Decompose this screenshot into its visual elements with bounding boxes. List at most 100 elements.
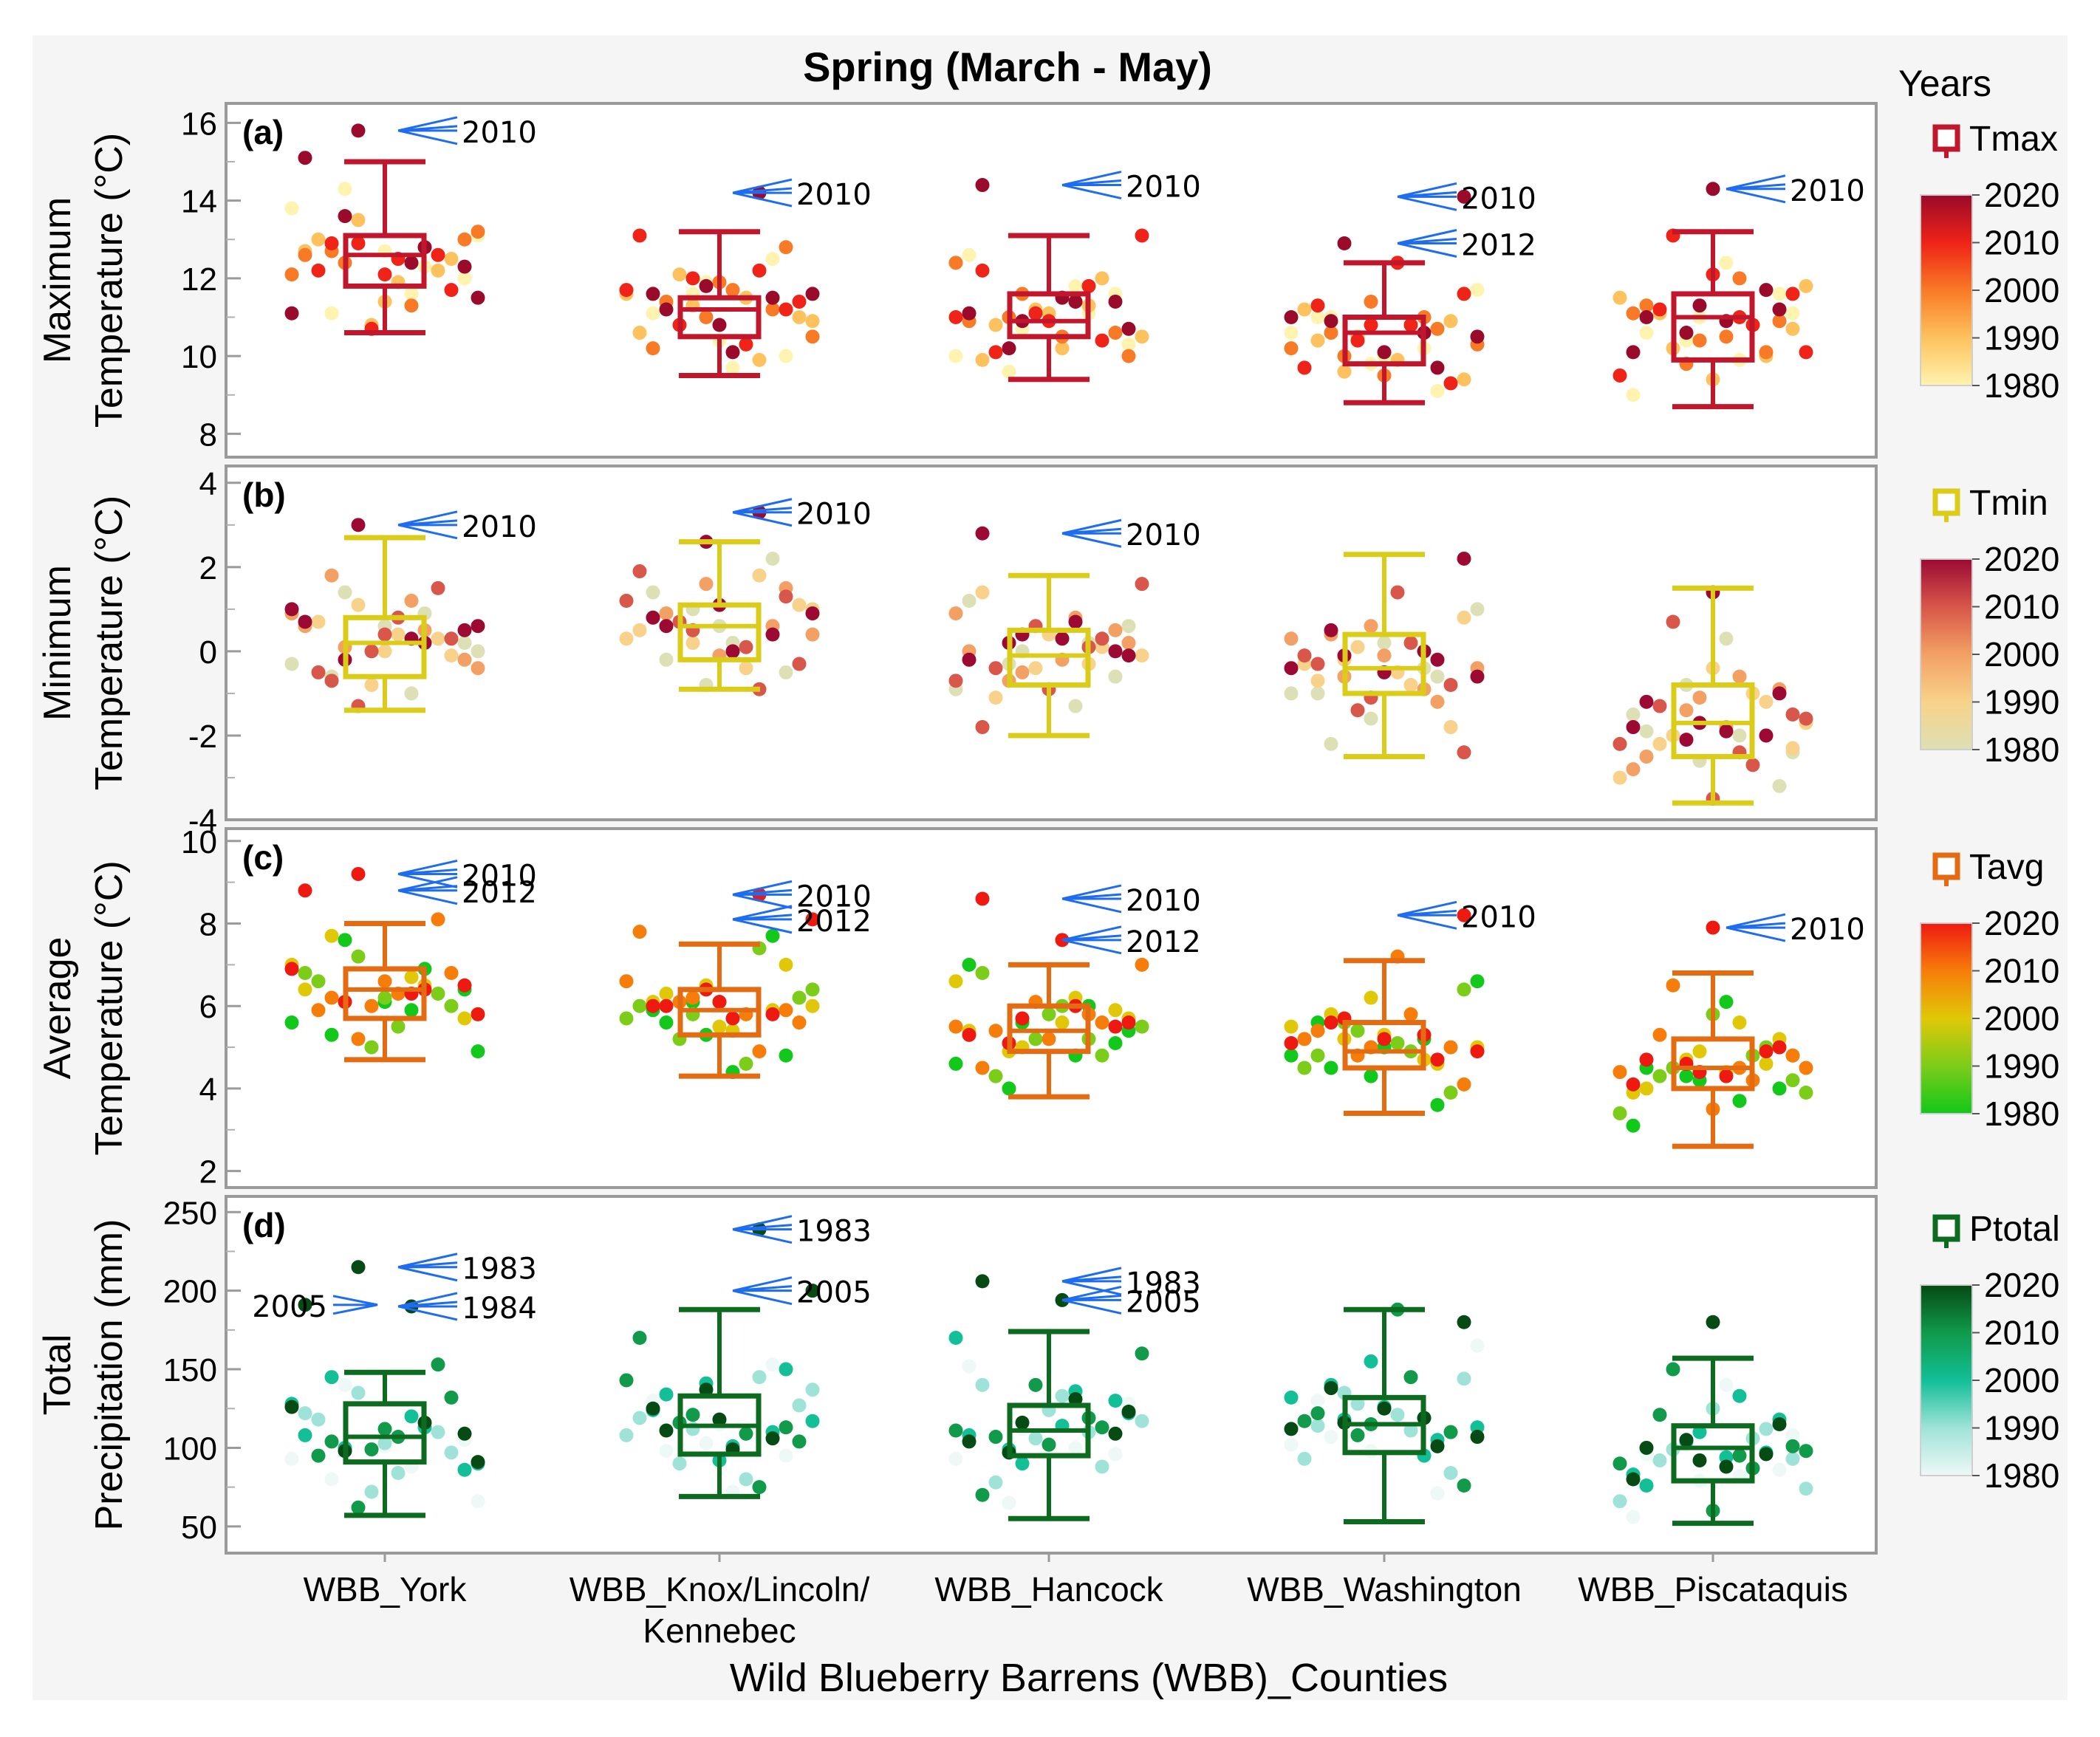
data-point	[404, 686, 419, 701]
data-point	[311, 614, 326, 629]
data-point	[1679, 703, 1694, 718]
data-point	[1759, 1056, 1774, 1071]
data-point	[1719, 631, 1734, 646]
y-tick-label: -4	[188, 803, 217, 839]
annotation: 2012	[1061, 925, 1201, 959]
data-point	[1042, 1007, 1056, 1021]
iqr-box	[1671, 1423, 1755, 1484]
data-point	[1443, 1086, 1458, 1100]
data-point	[1350, 703, 1365, 718]
data-point	[659, 302, 674, 317]
data-point	[975, 720, 990, 735]
data-point	[1457, 745, 1471, 760]
data-point	[1772, 686, 1787, 701]
data-point	[962, 247, 977, 262]
data-point	[685, 636, 700, 650]
data-point	[1759, 345, 1774, 360]
colorbar-tick-label: 1990	[1984, 1409, 2059, 1448]
data-point	[792, 657, 807, 671]
data-point	[391, 627, 406, 642]
data-point	[364, 644, 379, 659]
data-point	[659, 986, 674, 1001]
data-point	[364, 678, 379, 693]
data-point	[1310, 310, 1325, 325]
data-point	[431, 1357, 445, 1372]
data-point	[1759, 728, 1774, 743]
data-point	[646, 306, 660, 321]
data-point	[1028, 1377, 1043, 1392]
panel-label: (d)	[242, 1206, 286, 1244]
y-axis-title: Total Precipitation (mm)	[36, 1219, 131, 1531]
data-point	[752, 568, 767, 583]
data-point	[792, 597, 807, 612]
data-point	[1457, 982, 1471, 997]
data-point	[1759, 1044, 1774, 1059]
data-point	[1135, 957, 1149, 972]
data-point	[298, 1298, 312, 1312]
data-point	[1470, 1338, 1485, 1353]
colorbar-tick-label: 1980	[1984, 366, 2059, 405]
data-point	[457, 623, 472, 637]
panel-label: (b)	[242, 476, 286, 514]
data-point	[685, 990, 700, 1005]
data-point	[298, 614, 312, 629]
y-tick-label: 10	[181, 824, 217, 860]
colorbar-tick-label: 2000	[1984, 271, 2059, 309]
data-point	[659, 1444, 674, 1459]
data-point	[699, 1383, 714, 1397]
data-point	[1772, 1040, 1787, 1055]
data-point	[1403, 1423, 1418, 1438]
data-point	[391, 1019, 406, 1034]
data-point	[1430, 669, 1445, 684]
annotation: 2010	[1726, 913, 1865, 947]
data-point	[1732, 1448, 1747, 1463]
data-point	[805, 314, 820, 329]
annotation: 2010	[1397, 182, 1536, 216]
x-axis-title: Wild Blueberry Barrens (WBB)_Counties	[730, 1656, 1448, 1700]
data-point	[779, 957, 793, 972]
data-point	[324, 928, 339, 943]
data-point	[685, 271, 700, 286]
data-point	[1679, 1069, 1694, 1083]
data-point	[805, 606, 820, 621]
data-point	[1679, 733, 1694, 747]
data-point	[324, 1027, 339, 1042]
data-point	[1639, 1081, 1654, 1096]
annotation-arrow	[1061, 1285, 1122, 1315]
data-point	[1055, 1388, 1070, 1403]
annotation-label: 1983	[1126, 1267, 1201, 1301]
data-point	[1612, 1494, 1627, 1509]
data-point	[1759, 1447, 1774, 1462]
annotation-arrow	[1061, 925, 1122, 955]
data-point	[1612, 1065, 1627, 1080]
annotation-arrow	[1726, 913, 1786, 942]
iqr-box	[343, 966, 427, 1021]
legend: Years Tmax 2020 2010 2000 1990 1980 Tmin 2020 20…	[1898, 63, 2060, 1495]
data-point	[1785, 1451, 1800, 1466]
data-point	[765, 1007, 780, 1021]
data-point	[1430, 321, 1445, 336]
data-point	[1350, 333, 1365, 348]
data-point	[1457, 189, 1471, 204]
panel-a: 8 10 12 14 16 Maximum Temperature (°C) (a) 2010 2…	[36, 102, 1878, 459]
data-point	[975, 526, 990, 541]
annotation-label: 1983	[462, 1253, 537, 1287]
colorbar-tick-label: 2010	[1984, 224, 2059, 262]
data-point	[311, 1003, 326, 1018]
annotation-arrow	[732, 178, 793, 208]
annotation: 2012	[1397, 228, 1536, 262]
data-point	[1377, 648, 1392, 663]
data-point	[1135, 648, 1149, 663]
data-point	[1390, 1408, 1405, 1422]
data-point	[632, 1411, 647, 1425]
annotation-label: 2005	[1126, 1285, 1201, 1319]
data-point	[311, 232, 326, 247]
data-point	[471, 1455, 485, 1470]
data-point	[779, 302, 793, 317]
data-point	[619, 631, 634, 646]
data-point	[1108, 326, 1123, 340]
annotation: 2012	[732, 905, 872, 939]
data-point	[1108, 1426, 1123, 1441]
data-point	[1108, 1447, 1123, 1462]
